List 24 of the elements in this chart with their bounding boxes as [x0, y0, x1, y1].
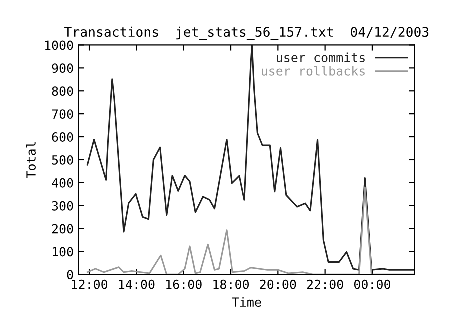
y-tick-label: 600 [52, 132, 74, 142]
x-tick-label: 00:00 [354, 280, 390, 290]
x-tick-label: 12:00 [72, 280, 108, 290]
y-tick-label: 1000 [45, 40, 74, 50]
x-tick-label: 20:00 [260, 280, 296, 290]
x-tick-label: 22:00 [307, 280, 344, 290]
y-tick-label: 400 [52, 178, 74, 188]
legend-label: user commits [277, 52, 365, 62]
x-tick-label: 14:00 [119, 280, 155, 290]
y-axis-title: Total [26, 142, 36, 178]
y-tick-label: 200 [52, 224, 74, 234]
y-tick-label: 500 [52, 155, 74, 165]
y-tick-label: 0 [67, 270, 74, 280]
y-tick-label: 800 [52, 86, 74, 96]
y-tick-label: 700 [52, 110, 74, 120]
x-tick-label: 16:00 [166, 280, 202, 290]
y-tick-label: 100 [52, 247, 74, 257]
chart-title: Transactions jet_stats_56_157.txt 04/12/2003 [64, 26, 429, 40]
y-tick-label: 300 [52, 201, 74, 211]
line-series [86, 45, 415, 271]
y-tick-label: 900 [52, 64, 74, 74]
x-axis-title: Time [232, 297, 262, 308]
legend-label: user rollbacks [262, 66, 365, 76]
x-tick-label: 18:00 [214, 280, 250, 290]
